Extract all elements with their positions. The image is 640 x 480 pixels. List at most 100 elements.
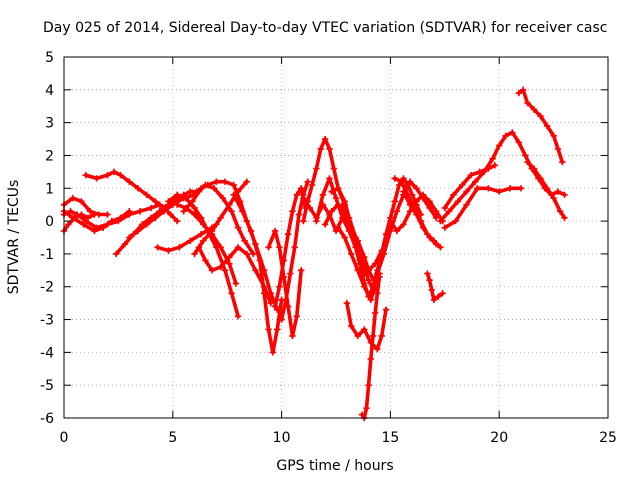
series-arc-18	[271, 185, 309, 310]
data-point	[300, 194, 307, 202]
data-point	[559, 158, 566, 166]
data-point	[304, 178, 311, 185]
data-point	[243, 178, 250, 185]
y-tick-label: 4	[45, 83, 54, 99]
data-point	[208, 227, 216, 235]
data-point	[152, 198, 159, 205]
x-axis-label: GPS time / hours	[276, 458, 393, 474]
data-point	[267, 290, 274, 297]
data-point	[274, 326, 281, 333]
data-point	[217, 214, 224, 222]
chart-title: Day 025 of 2014, Sidereal Day-to-day VTE…	[43, 20, 607, 36]
data-point	[152, 214, 159, 222]
data-point	[319, 191, 327, 199]
data-point	[134, 185, 142, 192]
data-point	[371, 309, 379, 317]
series-trace	[516, 88, 565, 164]
data-point	[426, 234, 433, 241]
data-point	[191, 211, 198, 218]
y-axis-label: SDTVAR / TECUs	[6, 180, 22, 295]
data-point	[230, 181, 237, 189]
data-point	[459, 181, 466, 189]
data-point	[502, 132, 509, 139]
y-tick-label: 0	[45, 214, 54, 230]
data-point	[496, 188, 503, 195]
data-point	[365, 381, 372, 389]
data-point	[271, 227, 279, 235]
data-point	[554, 188, 562, 195]
data-point	[363, 404, 370, 412]
data-point	[287, 270, 294, 277]
data-point	[339, 201, 346, 208]
data-point	[280, 257, 287, 264]
data-point	[382, 306, 390, 313]
data-point	[509, 129, 516, 136]
data-point	[313, 217, 320, 225]
data-point	[343, 211, 351, 218]
data-point	[221, 178, 229, 185]
data-point	[136, 208, 144, 215]
data-point	[332, 194, 340, 202]
data-point	[537, 112, 544, 120]
data-point	[265, 326, 272, 333]
y-tick-label: -5	[40, 378, 54, 394]
data-point	[80, 221, 87, 228]
data-point	[463, 188, 470, 195]
data-point	[519, 86, 527, 94]
data-point	[228, 290, 235, 297]
data-point	[78, 198, 85, 205]
y-tick-label: 1	[45, 181, 54, 197]
data-point	[358, 411, 366, 418]
data-point	[78, 211, 85, 218]
data-point	[406, 178, 414, 185]
data-point	[306, 204, 314, 212]
data-point	[485, 185, 492, 192]
x-tick-labels: 0 5 10 15 20 25	[60, 430, 617, 446]
data-point	[99, 224, 107, 231]
data-point	[126, 178, 133, 185]
data-point	[91, 227, 98, 235]
data-point	[361, 270, 368, 277]
plot-frame	[63, 56, 609, 419]
data-point	[330, 165, 338, 172]
data-point	[143, 191, 150, 199]
data-point	[187, 188, 194, 195]
data-point	[293, 313, 301, 320]
data-point	[69, 194, 76, 202]
series-arc-33	[424, 270, 446, 304]
data-layer	[60, 86, 568, 422]
data-point	[328, 208, 335, 215]
data-point	[241, 237, 248, 244]
data-point	[260, 290, 268, 297]
series-arc-04	[60, 208, 133, 235]
data-point	[441, 204, 448, 212]
data-point	[489, 155, 496, 162]
y-tick-label: -1	[40, 247, 54, 263]
data-point	[437, 244, 444, 251]
data-point	[393, 227, 401, 235]
data-point	[143, 221, 150, 228]
series-trace	[301, 137, 347, 223]
data-point	[300, 217, 307, 225]
x-tick-label: 20	[490, 430, 508, 446]
series-arc-34	[437, 129, 568, 225]
data-point	[226, 253, 233, 261]
data-point	[226, 201, 233, 208]
series-arc-24	[334, 224, 379, 304]
data-point	[432, 240, 440, 248]
data-point	[522, 152, 529, 159]
data-point	[387, 217, 394, 225]
data-point	[289, 208, 296, 215]
data-point	[226, 260, 233, 267]
data-point	[113, 250, 120, 258]
data-point	[219, 194, 227, 202]
series-arc-05	[82, 168, 181, 225]
data-point	[271, 303, 279, 310]
data-point	[282, 296, 290, 304]
data-point	[328, 188, 335, 195]
data-point	[439, 290, 446, 297]
data-point	[426, 198, 433, 205]
data-point	[247, 227, 255, 235]
data-point	[228, 208, 235, 215]
y-tick-label: 5	[45, 50, 54, 66]
